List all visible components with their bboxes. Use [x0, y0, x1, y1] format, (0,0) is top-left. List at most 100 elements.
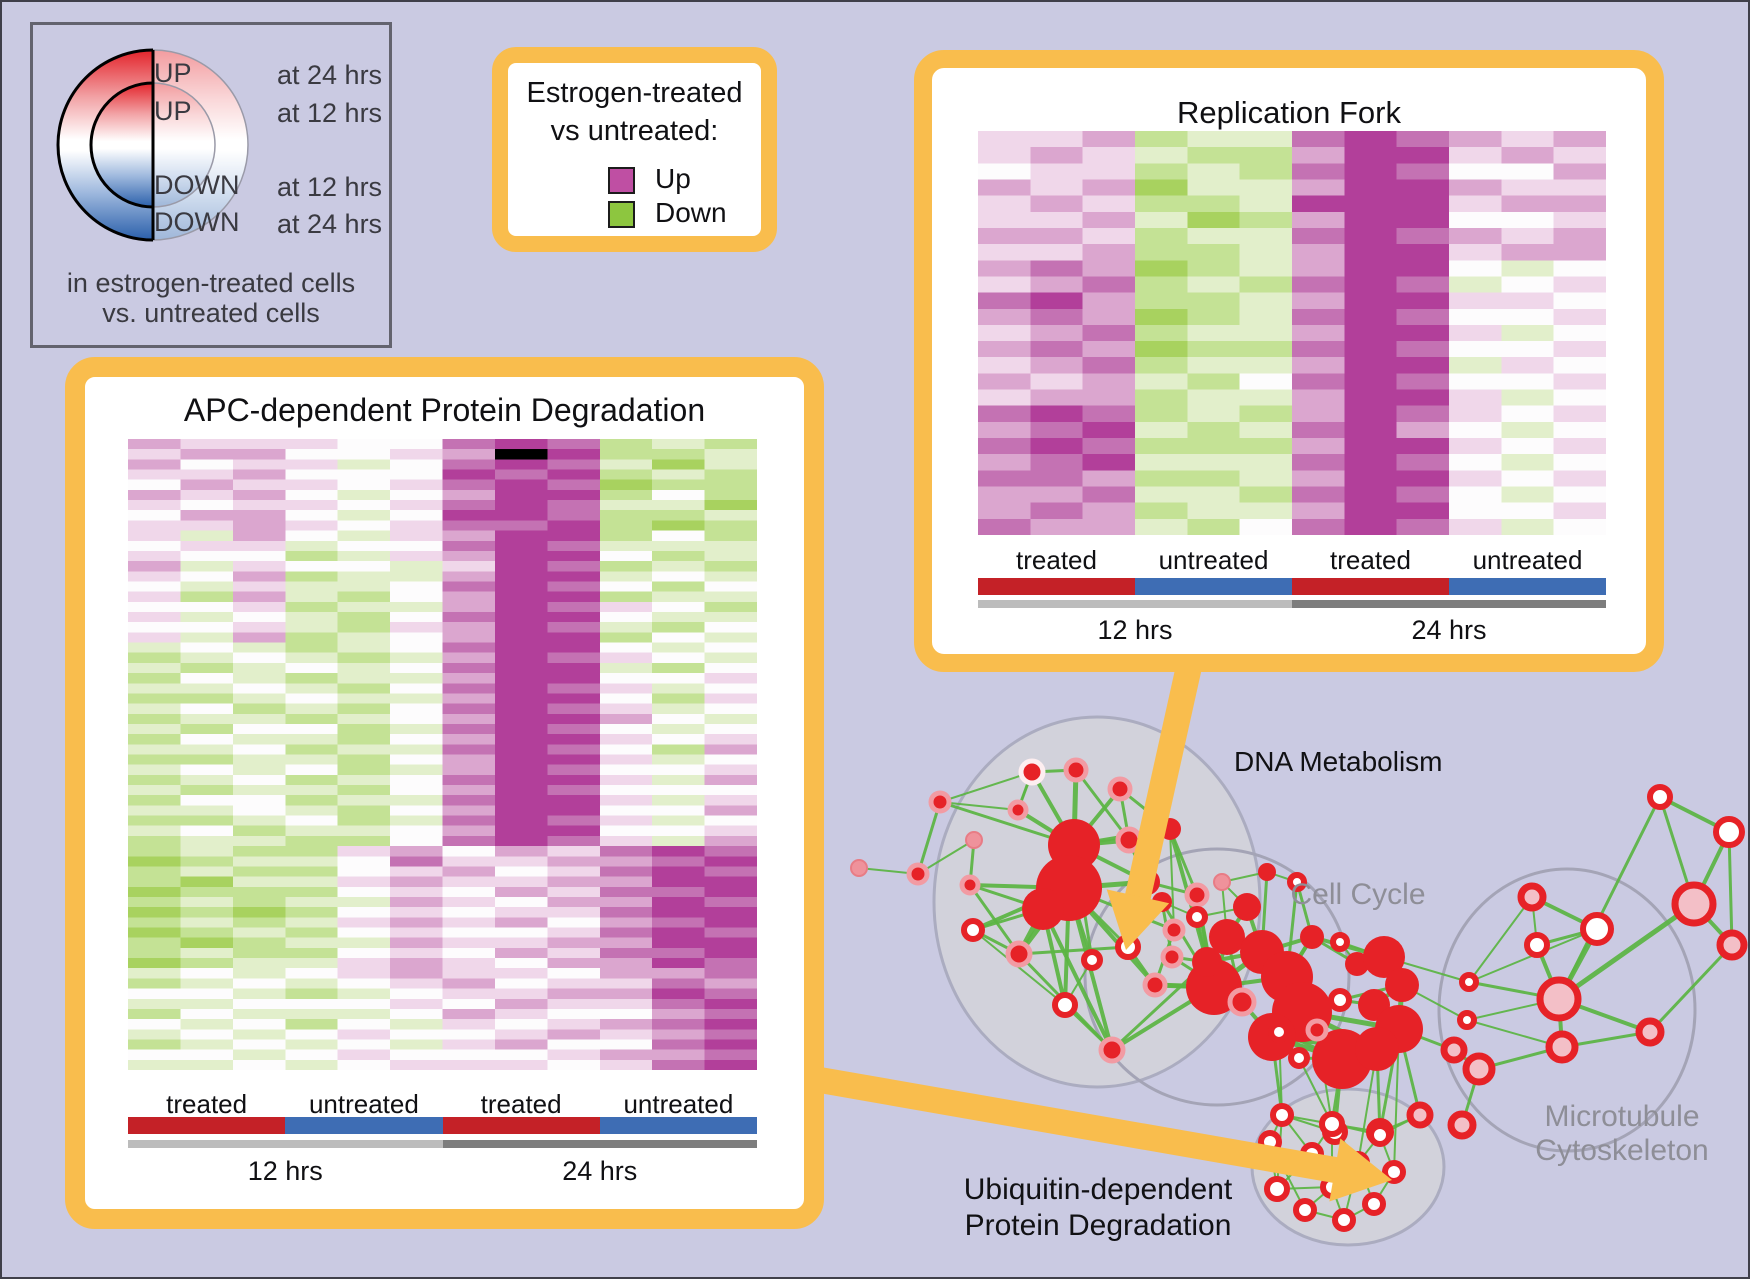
group-label: treated — [1016, 545, 1097, 575]
gene-node-w — [1713, 816, 1745, 848]
gene-node-r — [1363, 936, 1405, 978]
gene-node-rp — [1162, 918, 1186, 942]
untreated-bar — [1449, 578, 1606, 595]
network-edge — [939, 771, 1033, 803]
gene-node-w — [1270, 1103, 1294, 1127]
gene-node-r — [1233, 893, 1261, 921]
untreated-bar — [1135, 578, 1292, 595]
network-edge — [1169, 828, 1175, 931]
gene-node-w — [1368, 1123, 1392, 1147]
gene-node-w — [1580, 912, 1614, 946]
gene-node-w — [1459, 972, 1479, 992]
group-label: treated — [166, 1089, 248, 1119]
gene-node-w — [1328, 988, 1352, 1012]
ubiquitin-label-line2: Protein Degradation — [964, 1209, 1232, 1242]
gene-node-rp — [928, 790, 952, 814]
time-label-12h: 12 hrs — [247, 1156, 323, 1186]
microtubule-label-line1: Microtubule — [1544, 1100, 1700, 1133]
treated-bar — [128, 1117, 286, 1134]
gene-node-rp — [1184, 882, 1210, 908]
apc-to-ubiquitin-shaft — [817, 1067, 1340, 1184]
apc-time-bar — [128, 1140, 757, 1148]
ring-time-up24: at 24 hrs — [277, 60, 383, 90]
apc-to-ubiquitin-head — [1329, 1138, 1392, 1202]
gene-node-r — [1345, 952, 1369, 976]
gene-node-pw — [1536, 976, 1582, 1022]
cell-cycle-cluster — [1083, 847, 1351, 1107]
gene-node-w — [1268, 1021, 1290, 1043]
rf-heatmap — [978, 131, 1606, 535]
gene-node-p — [1213, 873, 1231, 891]
ring-caption-line2: vs. untreated cells — [102, 298, 320, 328]
group-label: untreated — [1158, 545, 1269, 575]
time-24h-bar — [442, 1140, 757, 1148]
time-label-24h: 24 hrs — [562, 1156, 638, 1186]
gene-node-w — [1330, 932, 1350, 952]
gene-node-w — [1647, 784, 1673, 810]
network-edge — [968, 883, 1021, 956]
down-color-swatch — [608, 201, 635, 228]
microtubule-label: Microtubule Cytoskeleton — [1492, 1100, 1748, 1168]
gene-node-rp — [1160, 945, 1184, 969]
group-label: untreated — [1472, 545, 1583, 575]
ring-dir-down24: DOWN — [154, 207, 240, 237]
group-label: untreated — [623, 1089, 734, 1119]
ring-caption-line1: in estrogen-treated cells — [66, 268, 356, 298]
ring-diagram — [56, 48, 249, 242]
network-edge — [916, 800, 942, 876]
network-edge — [1074, 768, 1131, 842]
gene-node-r — [1258, 863, 1276, 881]
ring-time-up12: at 12 hrs — [277, 98, 383, 128]
gene-node-pw — [1716, 929, 1748, 961]
ubiquitin-label: Ubiquitin-dependent Protein Degradation — [938, 1172, 1258, 1244]
gene-node-rp — [1007, 799, 1029, 821]
gene-node-w — [1332, 1208, 1356, 1232]
gene-node-w — [1186, 906, 1208, 928]
gene-node-w — [1362, 1192, 1386, 1216]
gene-node-pw — [1545, 1030, 1579, 1064]
gene-node-w — [1264, 1176, 1290, 1202]
gene-node-rp — [1142, 972, 1168, 998]
replication-fork-to-dna-shaft — [1124, 659, 1203, 902]
up-color-swatch — [608, 167, 635, 194]
gene-node-w — [1081, 949, 1103, 971]
gene-node-rp — [1005, 940, 1033, 968]
gene-node-wr — [1018, 758, 1046, 786]
gene-node-rp — [1063, 757, 1089, 783]
gene-node-w — [1052, 992, 1078, 1018]
gene-node-rp — [1107, 776, 1133, 802]
gene-node-rp — [1305, 1018, 1329, 1042]
gene-node-pw — [1517, 882, 1547, 912]
gene-node-r — [1385, 968, 1419, 1002]
ring-legend-box: UP at 24 hrs UP at 12 hrs DOWN at 12 hrs… — [30, 22, 392, 348]
faded-half-overlay — [153, 50, 248, 240]
group-label: treated — [1330, 545, 1411, 575]
gene-node-pw — [1406, 1101, 1434, 1129]
gene-node-pw — [1635, 1017, 1665, 1047]
apc-panel: APC-dependent Protein Degradation treate… — [65, 357, 824, 1229]
group-label: treated — [480, 1089, 562, 1119]
rf-panel-title: Replication Fork — [1177, 95, 1401, 130]
gene-node-pw — [1447, 1110, 1477, 1140]
apc-group-labels: treated untreated treated untreated — [128, 1089, 757, 1120]
rf-treatment-colorbar — [978, 578, 1606, 595]
gene-node-w — [1288, 1047, 1310, 1069]
gene-node-rp — [1227, 987, 1257, 1017]
down-label: Down — [655, 197, 727, 228]
apc-heatmap — [128, 439, 757, 1070]
gene-node-rp — [906, 862, 930, 886]
gene-node-w — [1287, 872, 1307, 892]
gene-node-r — [1300, 925, 1324, 949]
gene-node-r — [1209, 919, 1245, 955]
time-label-12h: 12 hrs — [1097, 615, 1173, 645]
dna-metabolism-label: DNA Metabolism — [1234, 746, 1443, 777]
rf-time-labels: 12 hrs 24 hrs — [978, 615, 1606, 646]
apc-time-labels: 12 hrs 24 hrs — [128, 1156, 757, 1187]
rf-group-labels: treated untreated treated untreated — [978, 545, 1606, 576]
replication-fork-panel: Replication Fork treated untreated treat… — [914, 50, 1664, 672]
treated-bar — [978, 578, 1135, 595]
gene-node-pw — [1440, 1036, 1468, 1064]
gene-node-w — [1524, 932, 1550, 958]
